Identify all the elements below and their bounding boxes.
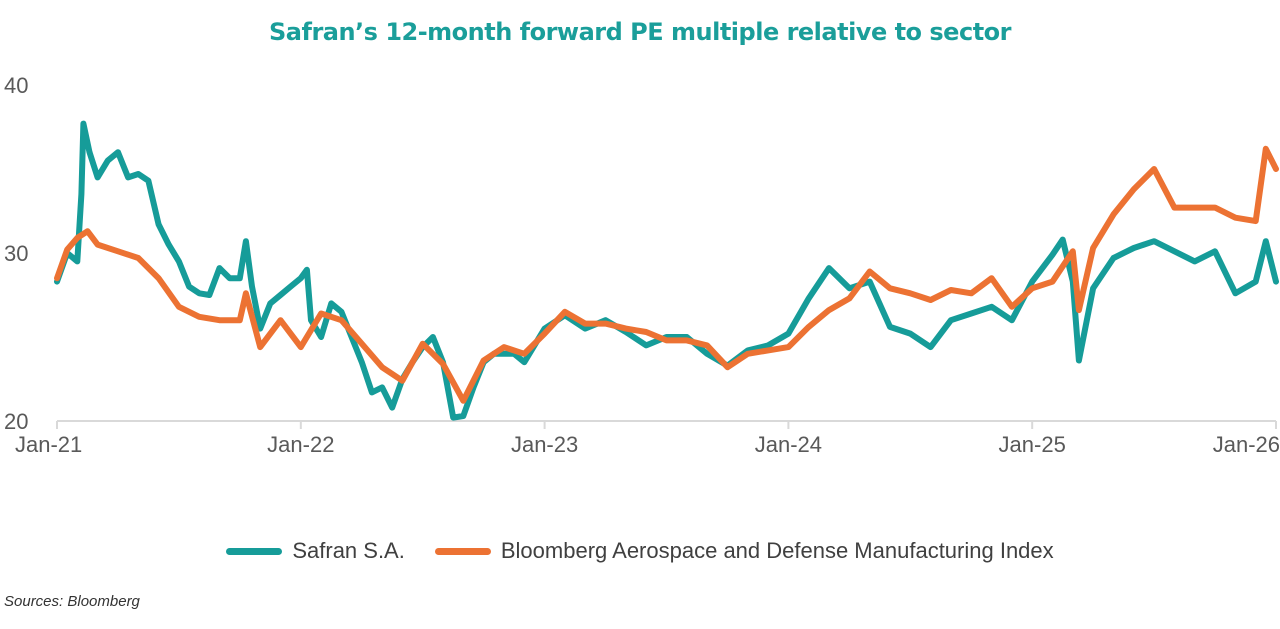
y-tick-label: 20 <box>4 409 28 434</box>
x-tick-label: Jan-23 <box>511 432 578 457</box>
x-tick-label: Jan-24 <box>755 432 822 457</box>
chart-title: Safran’s 12-month forward PE multiple re… <box>269 18 1011 46</box>
legend-label-safran: Safran S.A. <box>292 538 405 563</box>
series-line-index <box>54 145 1279 404</box>
source-note: Sources: Bloomberg <box>4 593 140 610</box>
x-tick-label: Jan-22 <box>267 432 334 457</box>
x-tick-label: Jan-26 <box>1213 432 1280 457</box>
legend-item-safran: Safran S.A. <box>226 538 405 564</box>
legend-swatch-safran <box>226 547 283 555</box>
legend: Safran S.A. Bloomberg Aerospace and Defe… <box>0 538 1280 564</box>
y-tick-label: 40 <box>4 73 28 98</box>
legend-label-index: Bloomberg Aerospace and Defense Manufact… <box>500 538 1054 563</box>
x-tick-label: Jan-21 <box>15 432 82 457</box>
legend-item-index: Bloomberg Aerospace and Defense Manufact… <box>434 538 1054 564</box>
series-line-safran <box>54 120 1279 421</box>
y-tick-label: 30 <box>4 241 28 266</box>
x-tick-label: Jan-25 <box>999 432 1066 457</box>
legend-swatch-index <box>434 547 491 555</box>
